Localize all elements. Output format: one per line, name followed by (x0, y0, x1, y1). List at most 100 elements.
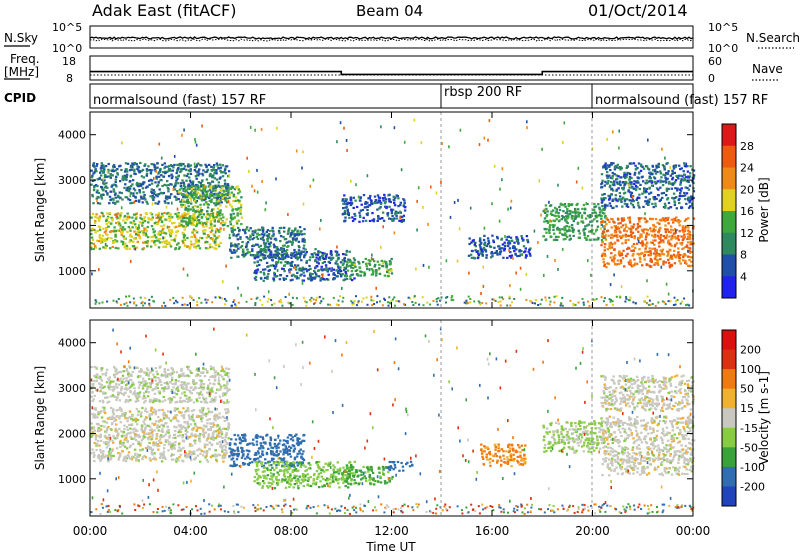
echo-cell (487, 243, 490, 246)
echo-cell (297, 240, 301, 243)
echo-cell (153, 423, 157, 426)
echo-cell (150, 431, 153, 435)
echo-cell (623, 175, 626, 178)
echo-cell (601, 211, 605, 214)
echo-cell (477, 250, 480, 253)
echo-cell (192, 452, 195, 455)
echo-cell (336, 258, 340, 261)
echo-cell (93, 171, 96, 174)
echo-cell (149, 212, 152, 215)
echo-cell (474, 245, 477, 248)
echo-cell (255, 243, 258, 246)
echo-cell (112, 435, 115, 438)
echo-cell (110, 237, 113, 240)
echo-cell (91, 238, 95, 242)
echo-cell (94, 299, 97, 302)
echo-cell (150, 213, 154, 216)
echo-cell (273, 238, 277, 241)
echo-cell (649, 191, 653, 194)
echo-cell (370, 273, 374, 276)
echo-cell (490, 251, 494, 254)
echo-cell (680, 187, 683, 190)
echo-cell (170, 177, 174, 180)
echo-cell (625, 296, 627, 298)
echo-cell (217, 229, 220, 232)
echo-cell (661, 147, 663, 151)
echo-cell (174, 234, 178, 237)
echo-cell (209, 411, 212, 414)
echo-cell (99, 171, 102, 174)
echo-cell (633, 173, 636, 176)
echo-cell (302, 247, 305, 250)
echo-cell (375, 286, 377, 290)
echo-cell (206, 422, 209, 425)
echo-cell (228, 233, 231, 237)
echo-cell (253, 277, 257, 280)
echo-cell (679, 190, 683, 193)
echo-cell (629, 234, 633, 237)
echo-cell (638, 193, 641, 196)
echo-cell (207, 185, 211, 188)
echo-cell (387, 304, 390, 307)
echo-cell (266, 234, 269, 237)
echo-cell (182, 199, 185, 202)
echo-cell (479, 252, 483, 255)
echo-cell (363, 206, 367, 209)
echo-cell (232, 301, 235, 303)
echo-cell (183, 234, 186, 237)
echo-cell (277, 256, 281, 259)
echo-cell (595, 298, 598, 301)
echo-cell (100, 237, 104, 240)
echo-cell (119, 215, 122, 218)
echo-cell (572, 304, 575, 307)
echo-cell (349, 264, 352, 267)
echo-cell (204, 240, 207, 243)
echo-cell (184, 429, 188, 432)
echo-cell (108, 433, 111, 437)
echo-cell (187, 212, 190, 215)
echo-cell (202, 184, 205, 187)
echo-cell (519, 266, 522, 270)
echo-cell (202, 229, 206, 232)
echo-cell (684, 178, 687, 182)
echo-cell (192, 427, 195, 430)
echo-cell (120, 230, 124, 233)
echo-cell (133, 172, 136, 175)
echo-cell (551, 213, 554, 216)
echo-cell (164, 440, 168, 443)
echo-cell (112, 201, 115, 204)
echo-cell (302, 244, 306, 247)
echo-cell (148, 304, 151, 307)
echo-cell (346, 208, 349, 211)
echo-cell (157, 212, 161, 215)
echo-cell (384, 262, 388, 265)
echo-cell (181, 217, 184, 220)
echo-cell (337, 265, 340, 268)
echo-cell (177, 182, 180, 185)
echo-cell (636, 222, 640, 226)
echo-cell (297, 277, 300, 280)
echo-cell (232, 234, 235, 237)
echo-cell (626, 205, 630, 208)
echo-cell (114, 418, 117, 421)
echo-cell (607, 194, 610, 197)
echo-cell (558, 205, 561, 209)
echo-cell (640, 176, 643, 179)
echo-cell (416, 199, 418, 203)
echo-cell (180, 169, 183, 172)
echo-cell (314, 271, 317, 274)
echo-cell (185, 221, 188, 224)
echo-cell (275, 239, 278, 242)
y-tick-label: 3000 (58, 174, 86, 187)
echo-cell (96, 163, 99, 166)
echo-cell (114, 437, 117, 440)
echo-cell (116, 229, 119, 232)
echo-cell (288, 262, 291, 265)
echo-cell (197, 240, 201, 243)
echo-cell (594, 205, 598, 208)
echo-cell (228, 187, 232, 190)
echo-cell (129, 202, 132, 205)
echo-cell (186, 420, 189, 423)
echo-cell (160, 460, 164, 463)
